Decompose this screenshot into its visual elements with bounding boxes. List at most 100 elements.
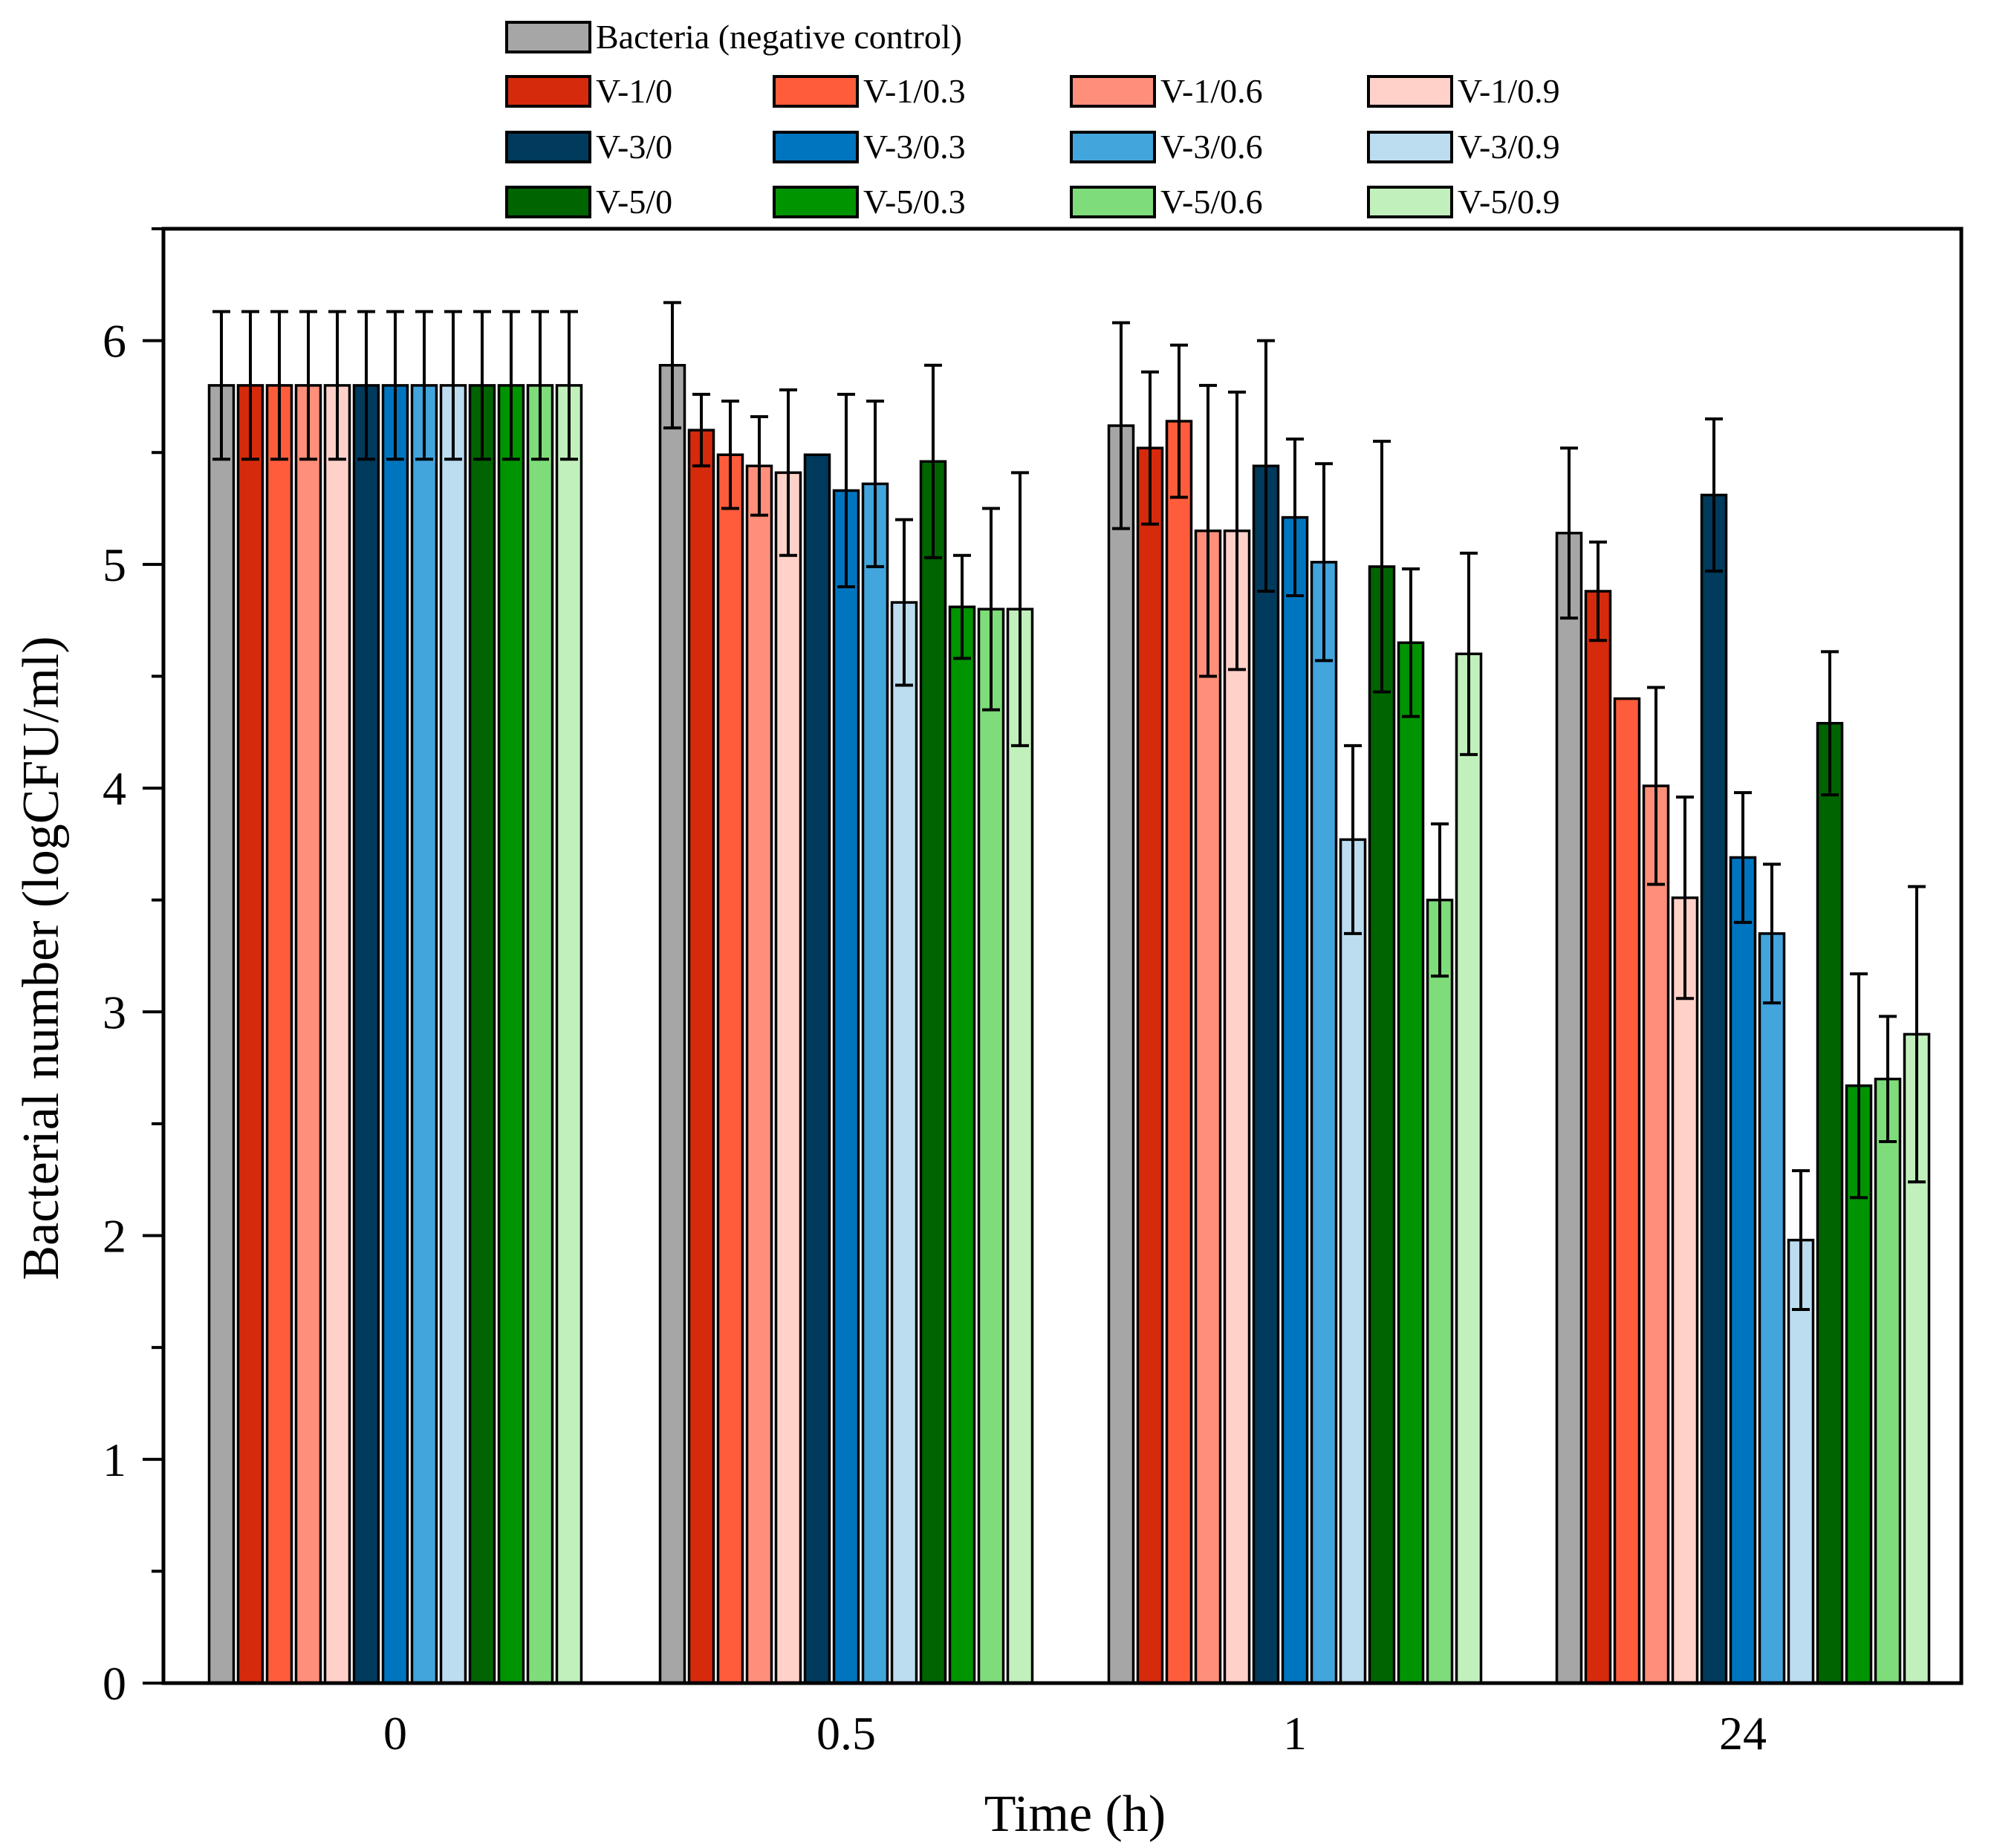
bar [890, 601, 918, 1685]
bar [207, 384, 236, 1685]
bar [294, 384, 322, 1685]
legend-entry: V-5/0 [505, 183, 672, 221]
bar [1613, 697, 1641, 1685]
bar [774, 471, 802, 1685]
legend-swatch [505, 131, 591, 163]
y-tick-label: 0 [103, 1657, 126, 1710]
y-tick-label: 4 [103, 762, 126, 815]
bar [948, 605, 976, 1685]
error-bars [212, 301, 1926, 1311]
bar [745, 464, 773, 1685]
x-tick-label: 0 [383, 1707, 407, 1760]
bar [1339, 838, 1367, 1685]
legend-label: V-5/0.3 [863, 183, 966, 221]
legend-label: V-5/0.6 [1160, 183, 1263, 221]
bar [1136, 446, 1164, 1685]
legend-entry: V-1/0.3 [773, 72, 966, 110]
legend-entry: Bacteria (negative control) [505, 18, 962, 56]
legend-label: V-1/0.6 [1160, 72, 1263, 110]
legend-label: V-5/0.9 [1458, 183, 1560, 221]
legend-swatch [1367, 75, 1453, 108]
legend-swatch [505, 75, 591, 108]
bar [1368, 565, 1396, 1685]
legend-swatch [773, 131, 859, 163]
y-tick-label: 1 [103, 1434, 126, 1486]
x-axis-label: Time (h) [984, 1786, 1166, 1843]
y-axis-label: Bacterial number (logCFU/ml) [13, 636, 70, 1280]
bar [1642, 784, 1670, 1685]
bar [1671, 896, 1699, 1685]
bar [1584, 590, 1612, 1685]
bar [236, 384, 264, 1685]
bar [468, 384, 496, 1685]
legend-label: V-1/0.9 [1458, 72, 1560, 110]
legend-label: V-3/0 [596, 128, 672, 166]
legend-entry: V-3/0.9 [1367, 128, 1560, 166]
bar [1165, 420, 1193, 1685]
x-tick-label: 0.5 [816, 1707, 876, 1760]
legend-swatch [1367, 131, 1453, 163]
bar [439, 384, 467, 1685]
legend-swatch [1367, 186, 1453, 218]
bar [323, 384, 351, 1685]
bar [265, 384, 293, 1685]
bar [1281, 515, 1309, 1685]
legend: Bacteria (negative control) V-1/0 V-1/0.3 V… [505, 18, 1560, 221]
legend-swatch [1070, 186, 1156, 218]
legend-entry: V-3/0.3 [773, 128, 966, 166]
bar [526, 384, 554, 1685]
bar [1700, 493, 1728, 1685]
bar [352, 384, 380, 1685]
legend-label: V-1/0.3 [863, 72, 966, 110]
bar [919, 460, 947, 1685]
legend-entry: V-1/0.9 [1367, 72, 1560, 110]
legend-swatch [773, 186, 859, 218]
bar [861, 482, 889, 1685]
legend-label: V-5/0 [596, 183, 672, 221]
legend-swatch [1070, 75, 1156, 108]
bar [497, 384, 525, 1685]
bar [1194, 529, 1222, 1685]
bar [1874, 1077, 1902, 1685]
bar [687, 429, 715, 1685]
bar [410, 384, 438, 1685]
bar [658, 364, 686, 1685]
legend-entry: V-5/0.9 [1367, 183, 1560, 221]
bar [1758, 932, 1786, 1685]
bar [1397, 641, 1425, 1685]
legend-swatch [505, 186, 591, 218]
bar [1006, 608, 1034, 1685]
legend-entry: V-1/0 [505, 72, 672, 110]
legend-label: V-3/0.3 [863, 128, 966, 166]
y-tick-label: 6 [103, 315, 126, 368]
legend-entry: V-1/0.6 [1070, 72, 1263, 110]
bar [1310, 561, 1338, 1685]
x-tick-label: 1 [1283, 1707, 1307, 1760]
bar [977, 608, 1005, 1685]
y-tick-label: 3 [103, 986, 126, 1038]
legend-entry: V-5/0.3 [773, 183, 966, 221]
legend-entry: V-5/0.6 [1070, 183, 1263, 221]
legend-entry: V-3/0.6 [1070, 128, 1263, 166]
y-tick-label: 5 [103, 539, 126, 591]
x-tick-label: 24 [1719, 1707, 1767, 1760]
legend-label: V-3/0.9 [1458, 128, 1560, 166]
bar [1455, 652, 1483, 1685]
bar [1555, 531, 1583, 1685]
legend-swatch [1070, 131, 1156, 163]
bar [832, 489, 860, 1685]
bar [555, 384, 583, 1685]
bar [803, 453, 831, 1685]
bar [1107, 424, 1135, 1685]
bar [1729, 856, 1757, 1685]
y-axis: 0 1 2 3 4 5 6 [103, 227, 163, 1710]
y-tick-label: 2 [103, 1210, 126, 1263]
bar [381, 384, 409, 1685]
legend-entry: V-3/0 [505, 128, 672, 166]
legend-swatch [773, 75, 859, 108]
bars [207, 364, 1931, 1685]
legend-label: Bacteria (negative control) [596, 18, 962, 56]
plot-frame [161, 227, 1964, 1685]
x-axis: 0 0.5 1 24 [383, 1707, 1767, 1760]
